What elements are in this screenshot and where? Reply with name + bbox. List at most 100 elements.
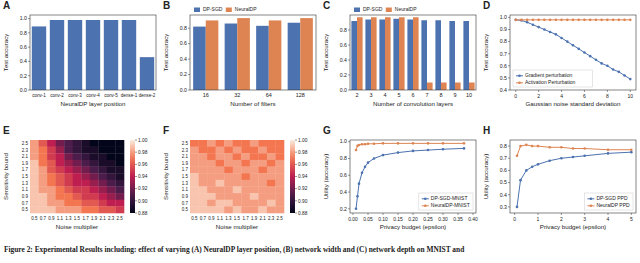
heatmap-cell — [98, 206, 107, 213]
heatmap-cell — [81, 193, 90, 200]
heatmap-cell — [56, 193, 65, 200]
heatmap-cell — [98, 140, 107, 147]
point — [560, 157, 563, 160]
point — [442, 148, 445, 151]
heatmap-cell — [56, 186, 65, 193]
x-tick-label: conv-5 — [104, 93, 118, 98]
heatmap-cell — [258, 193, 267, 200]
heatmap-cell — [90, 180, 99, 187]
y-tick — [348, 208, 350, 209]
x-tick-label: 1.7 — [82, 216, 89, 221]
point — [560, 19, 563, 22]
heatmap-cell — [199, 153, 208, 160]
y-tick-label: 0.6 — [500, 167, 507, 173]
point — [364, 143, 367, 146]
heatmap-cell — [73, 200, 82, 207]
y-tick — [508, 146, 510, 147]
heatmap-cell — [207, 153, 216, 160]
y-tick — [348, 75, 350, 76]
legend: DP-SGDNeuralDP — [194, 6, 257, 12]
heatmap-cell — [64, 200, 73, 207]
x-tick-label: 1.5 — [74, 216, 81, 221]
y-tick — [188, 74, 190, 75]
point — [373, 157, 376, 160]
y-axis-label: Utility (accuracy) — [322, 154, 329, 200]
legend-swatch — [516, 75, 523, 76]
point — [612, 68, 615, 71]
heatmap-cell — [267, 173, 276, 180]
legend-swatch — [587, 198, 594, 199]
y-tick — [348, 175, 350, 176]
panel: CNumber of convolution layersTest accura… — [322, 0, 476, 107]
heatmap-cell — [233, 173, 242, 180]
heatmap-cell — [30, 160, 39, 167]
heatmap-cell — [39, 167, 48, 174]
x-tick-label: 0.7 — [200, 216, 207, 221]
point — [606, 65, 609, 68]
y-tick — [28, 18, 30, 19]
heatmap-cell — [216, 193, 225, 200]
heatmap-cell — [107, 153, 116, 160]
bar — [68, 20, 82, 90]
heatmap-cell — [98, 167, 107, 174]
y-tick-label: 0.2 — [20, 73, 27, 79]
heatmap-cell — [207, 167, 216, 174]
x-tick-label: 64 — [266, 92, 272, 98]
y-tick-label: 0.4 — [340, 57, 347, 63]
panel: ENoise multiplierSensitivity bound0.50.7… — [2, 125, 148, 230]
bar — [351, 21, 357, 90]
heatmap-cell — [107, 173, 116, 180]
heatmap-cell — [115, 140, 124, 147]
heatmap-cell — [199, 200, 208, 207]
heatmap-cell — [216, 180, 225, 187]
heatmap-cell — [107, 160, 116, 167]
point — [382, 142, 385, 145]
heatmap-cell — [241, 186, 250, 193]
point — [566, 40, 569, 43]
point — [397, 142, 400, 145]
point — [525, 169, 528, 172]
panel-letter: B — [163, 0, 170, 11]
panel-letter: C — [323, 0, 330, 11]
heatmap-cell — [90, 160, 99, 167]
point — [526, 21, 529, 24]
heatmap-cell — [275, 206, 284, 213]
heatmap-cell — [64, 180, 73, 187]
heatmap-cell — [115, 147, 124, 154]
point — [549, 31, 552, 34]
y-tick-label: 1.3 — [182, 181, 189, 186]
plot-frame — [510, 15, 636, 90]
heatmap-cell — [30, 140, 39, 147]
y-tick-label: 1.0 — [500, 14, 507, 20]
heatmap-cell — [275, 186, 284, 193]
heatmap-cell — [98, 147, 107, 154]
heatmap-cell — [241, 167, 250, 174]
y-tick-label: 1.3 — [22, 181, 29, 186]
x-tick-label: 1.7 — [242, 216, 249, 221]
y-tick-label: 0.4 — [500, 87, 507, 93]
legend: Gradient perturbationActivation Perturba… — [513, 70, 592, 87]
plot-marks — [516, 144, 633, 209]
point — [630, 148, 633, 151]
line — [356, 143, 464, 150]
y-tick — [28, 90, 30, 91]
x-tick-label: 0.10 — [378, 216, 388, 222]
y-tick-label: 0.3 — [500, 204, 507, 210]
bar — [441, 83, 447, 91]
point — [607, 148, 610, 151]
heatmap-cell — [233, 140, 242, 147]
y-tick — [508, 29, 510, 30]
heatmap-cell — [98, 200, 107, 207]
color-bar-label: 0.96 — [298, 162, 308, 167]
heatmap-cell — [207, 160, 216, 167]
legend-swatch — [354, 8, 360, 13]
heatmap-cell — [207, 186, 216, 193]
y-tick-label: 0.7 — [182, 201, 189, 206]
bar — [385, 17, 391, 90]
point — [397, 151, 400, 154]
y-tick — [348, 192, 350, 193]
point — [537, 163, 540, 166]
color-bar-label: 0.88 — [138, 211, 148, 216]
x-tick-label: 5 — [630, 216, 633, 222]
point — [623, 74, 626, 77]
